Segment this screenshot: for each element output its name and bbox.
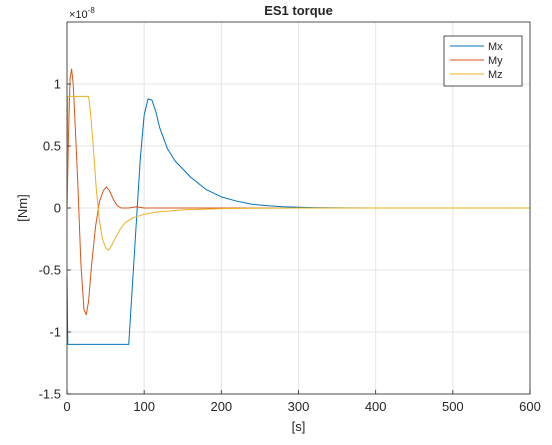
x-tick-label: 600 <box>519 399 541 414</box>
y-tick-label: -1 <box>49 325 61 340</box>
x-tick-label: 400 <box>365 399 387 414</box>
y-tick-label: -1.5 <box>39 387 61 402</box>
x-tick-label: 100 <box>133 399 155 414</box>
x-tick-label: 300 <box>288 399 310 414</box>
x-tick-label: 0 <box>63 399 70 414</box>
series-line-my <box>66 68 530 316</box>
exponent-base: ×10 <box>69 9 88 21</box>
x-tick-label: 500 <box>442 399 464 414</box>
y-tick-label: 1 <box>54 77 61 92</box>
legend-box <box>443 35 523 87</box>
y-tick-label: 0 <box>54 201 61 216</box>
y-tick-label: -0.5 <box>39 263 61 278</box>
exponent-power: -8 <box>88 6 96 15</box>
axis-ticks: 0 100 200 300 400 500 600 -1.5 -1 -0.5 0 0.5 1 <box>39 77 541 415</box>
legend-label-mz: Mz <box>488 69 503 81</box>
legend-label-mx: Mx <box>488 41 503 53</box>
y-tick-label: 0.5 <box>43 139 61 154</box>
y-axis-label: [Nm] <box>15 194 30 221</box>
series-lines <box>66 68 530 345</box>
chart-title: ES1 torque <box>264 3 333 18</box>
x-axis-label: [s] <box>292 419 306 434</box>
series-line-mz <box>66 95 530 251</box>
x-tick-label: 200 <box>210 399 232 414</box>
legend: Mx My Mz <box>443 35 523 87</box>
legend-label-my: My <box>488 55 503 67</box>
y-axis-exponent: ×10-8 <box>69 6 95 21</box>
